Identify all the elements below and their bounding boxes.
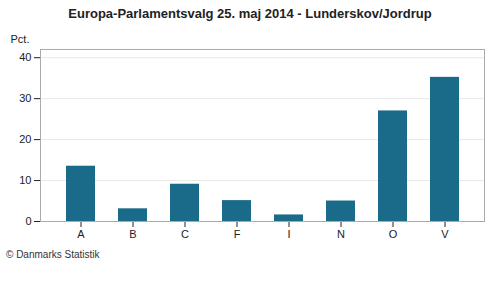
html-text:Europa-Parlamentsvalg 25. maj: Europa-Parlamentsvalg 25. maj 2014 - Lun… — [68, 6, 432, 21]
svg-text:C: C — [181, 228, 189, 240]
svg-text:V: V — [441, 228, 449, 240]
svg-text:20: 20 — [19, 133, 31, 145]
svg-text:Pct.: Pct. — [11, 33, 30, 45]
svg-text:O: O — [389, 228, 398, 240]
svg-text:N: N — [337, 228, 345, 240]
html-text:© Danmarks Statistik: © Danmarks Statistik — [6, 249, 100, 260]
svg-text:B: B — [129, 228, 136, 240]
svg-text:F: F — [234, 228, 241, 240]
svg-text:30: 30 — [19, 92, 31, 104]
svg-text:10: 10 — [19, 174, 31, 186]
svg-text:A: A — [77, 228, 85, 240]
svg-text:I: I — [287, 228, 290, 240]
svg-text:0: 0 — [25, 215, 31, 227]
svg-text:40: 40 — [19, 51, 31, 63]
